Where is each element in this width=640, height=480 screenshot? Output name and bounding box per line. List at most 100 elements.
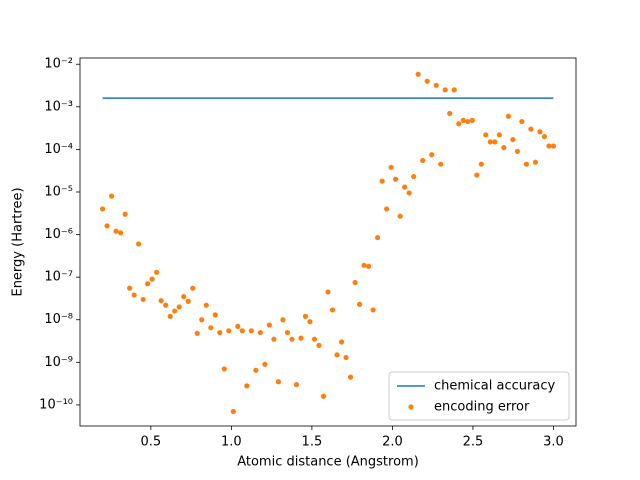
y-tick-label: 10⁻⁵ <box>44 184 73 199</box>
y-tick-label: 10⁻⁷ <box>44 270 73 285</box>
data-point <box>365 263 372 269</box>
x-tick-label: 2.0 <box>382 435 403 450</box>
data-point <box>451 87 457 93</box>
data-point <box>185 298 191 304</box>
data-point <box>226 328 232 334</box>
data-point <box>447 110 453 117</box>
data-point <box>487 139 493 145</box>
data-point <box>131 292 137 298</box>
data-point <box>199 317 205 323</box>
data-point <box>402 184 408 190</box>
data-point <box>253 367 259 373</box>
legend-box <box>388 371 570 421</box>
data-point <box>474 172 480 178</box>
y-tick-label: 10⁻⁹ <box>44 355 73 370</box>
data-point <box>469 117 475 123</box>
data-point <box>528 126 534 132</box>
data-point <box>99 206 106 212</box>
data-point <box>465 118 471 125</box>
data-point <box>483 132 489 138</box>
data-point <box>411 173 417 180</box>
data-point <box>262 361 268 367</box>
data-point <box>244 383 250 389</box>
data-point <box>433 82 439 88</box>
data-point <box>438 161 444 167</box>
data-point <box>375 234 381 241</box>
data-point <box>257 329 263 336</box>
data-point <box>478 161 484 167</box>
data-point <box>320 393 327 399</box>
data-point <box>117 230 124 236</box>
data-point <box>393 176 399 182</box>
data-point <box>154 269 160 275</box>
legend-marker <box>408 404 414 410</box>
y-tick-label: 10⁻¹⁰ <box>39 397 73 412</box>
data-point <box>158 298 164 304</box>
data-point <box>541 133 548 140</box>
data-point <box>239 328 245 334</box>
data-point <box>338 339 345 345</box>
data-point <box>136 241 142 247</box>
data-point <box>352 279 358 286</box>
x-tick-label: 2.5 <box>463 435 484 450</box>
data-point <box>361 262 367 268</box>
x-axis-label: Atomic distance (Angstrom) <box>237 455 419 470</box>
legend-label: encoding error <box>434 400 530 415</box>
y-tick-label: 10⁻⁴ <box>44 142 73 157</box>
data-point <box>329 307 336 313</box>
data-point <box>420 157 426 164</box>
data-point <box>194 330 200 336</box>
data-point <box>356 301 363 307</box>
data-point <box>203 302 209 308</box>
data-point <box>172 308 178 314</box>
data-point <box>217 329 223 336</box>
legend-label: chemical accuracy <box>434 379 555 394</box>
data-point <box>167 313 173 319</box>
data-point <box>208 325 214 331</box>
data-point <box>163 302 169 308</box>
x-tick-label: 1.5 <box>302 435 323 450</box>
data-point <box>289 336 295 342</box>
data-point <box>343 354 349 361</box>
data-point <box>456 121 462 127</box>
x-tick-label: 1.0 <box>221 435 242 450</box>
data-point <box>275 379 281 385</box>
data-point <box>347 374 354 380</box>
data-point <box>140 296 146 303</box>
x-tick-label: 3.0 <box>543 435 564 450</box>
data-point <box>280 317 286 323</box>
y-axis-label: Energy (Hartree) <box>11 187 26 296</box>
data-point <box>298 335 304 341</box>
data-point <box>532 159 539 165</box>
data-point <box>190 285 196 291</box>
data-point <box>302 313 309 319</box>
data-point <box>496 132 502 138</box>
data-point <box>122 211 128 217</box>
data-point <box>293 382 300 388</box>
data-point <box>379 178 385 184</box>
data-point <box>248 328 254 334</box>
y-tick-label: 10⁻² <box>44 57 73 72</box>
data-point <box>546 143 552 149</box>
data-point <box>550 143 557 149</box>
data-point <box>230 408 236 415</box>
data-point <box>406 190 412 196</box>
data-point <box>388 164 394 170</box>
data-point <box>181 293 187 300</box>
data-point <box>505 113 511 119</box>
data-point <box>145 281 151 287</box>
data-point <box>492 139 498 145</box>
data-point <box>397 213 403 219</box>
data-point <box>284 329 291 336</box>
plot-frame <box>79 57 577 427</box>
data-point <box>334 352 340 358</box>
data-point <box>325 289 331 295</box>
data-point <box>514 148 520 154</box>
data-point <box>442 87 448 93</box>
y-tick-label: 10⁻⁸ <box>44 312 73 327</box>
data-point <box>212 312 218 318</box>
data-point <box>104 223 110 229</box>
y-tick-label: 10⁻³ <box>44 99 73 114</box>
data-point <box>415 71 421 77</box>
